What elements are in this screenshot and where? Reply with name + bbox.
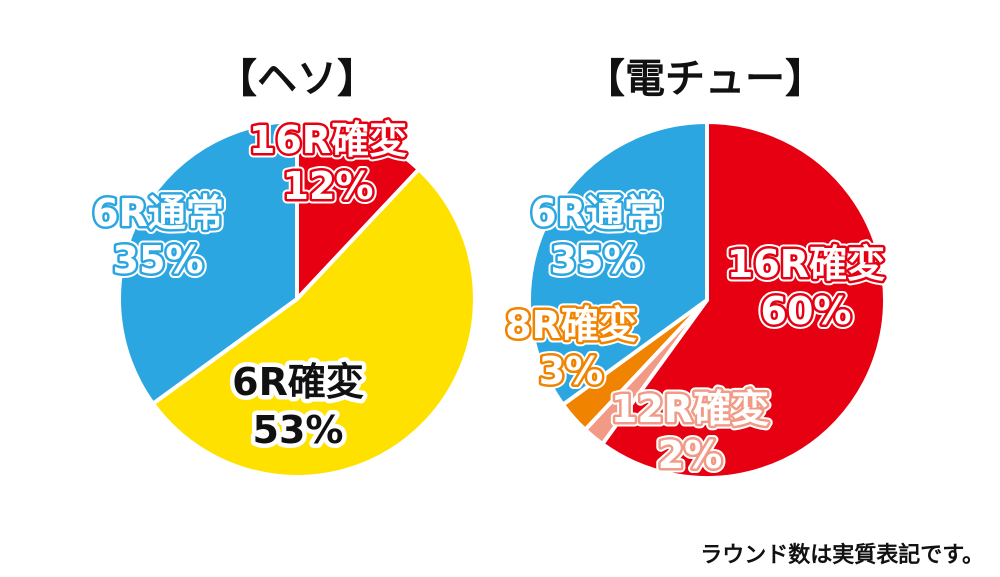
pie-slice <box>527 120 709 407</box>
chart-title: 【電チュー】 <box>585 56 825 102</box>
slice-value-label-inner: 35% <box>113 238 204 282</box>
slice-value-label: 12% <box>283 164 374 208</box>
slice-label: 8R確変 <box>505 303 637 347</box>
slice-label-inner: 8R確変 <box>505 303 637 347</box>
slice-value-label: 60% <box>761 289 852 333</box>
pie-slice <box>150 167 477 479</box>
slice-value-label-inner: 35% <box>551 238 642 282</box>
chart-title: 【ヘソ】 <box>217 56 377 102</box>
slice-value-label: 35% <box>551 238 642 282</box>
footnote: ラウンド数は実質表記です。 <box>700 543 984 568</box>
slice-value-label-inner: 3% <box>539 349 604 393</box>
slice-value-label-inner: 12% <box>283 164 374 208</box>
slice-label: 6R通常 <box>530 191 662 235</box>
slice-label-inner: 6R通常 <box>530 191 662 235</box>
pie-chart-2: 【電チュー】16R確変16R確変60%60%12R確変12R確変2%2%8R確変… <box>501 56 890 482</box>
slice-value-label: 2% <box>658 433 723 477</box>
slice-label: 12R確変 <box>611 387 769 431</box>
slice-label: 6R確変 <box>232 360 364 404</box>
slice-label: 16R確変 <box>249 118 407 162</box>
slice-label-inner: 16R確変 <box>249 118 407 162</box>
slice-value-label: 35% <box>113 238 204 282</box>
slice-label-inner: 12R確変 <box>611 387 769 431</box>
pie-slice <box>117 119 299 406</box>
pie-slice <box>295 119 421 301</box>
slice-value-label-inner: 60% <box>761 289 852 333</box>
slice-label: 16R確変 <box>727 242 885 286</box>
slice-value-label: 53% <box>253 408 344 452</box>
slice-label: 6R通常 <box>92 191 224 235</box>
slice-label-inner: 16R確変 <box>727 242 885 286</box>
slice-label-inner: 6R通常 <box>92 191 224 235</box>
slice-value-label: 3% <box>539 349 604 393</box>
pie-slice <box>600 120 887 480</box>
pie-chart-1: 【ヘソ】16R確変16R確変12%12%6R確変53%6R通常6R通常35%35… <box>88 56 477 479</box>
slice-value-label-inner: 2% <box>658 433 723 477</box>
